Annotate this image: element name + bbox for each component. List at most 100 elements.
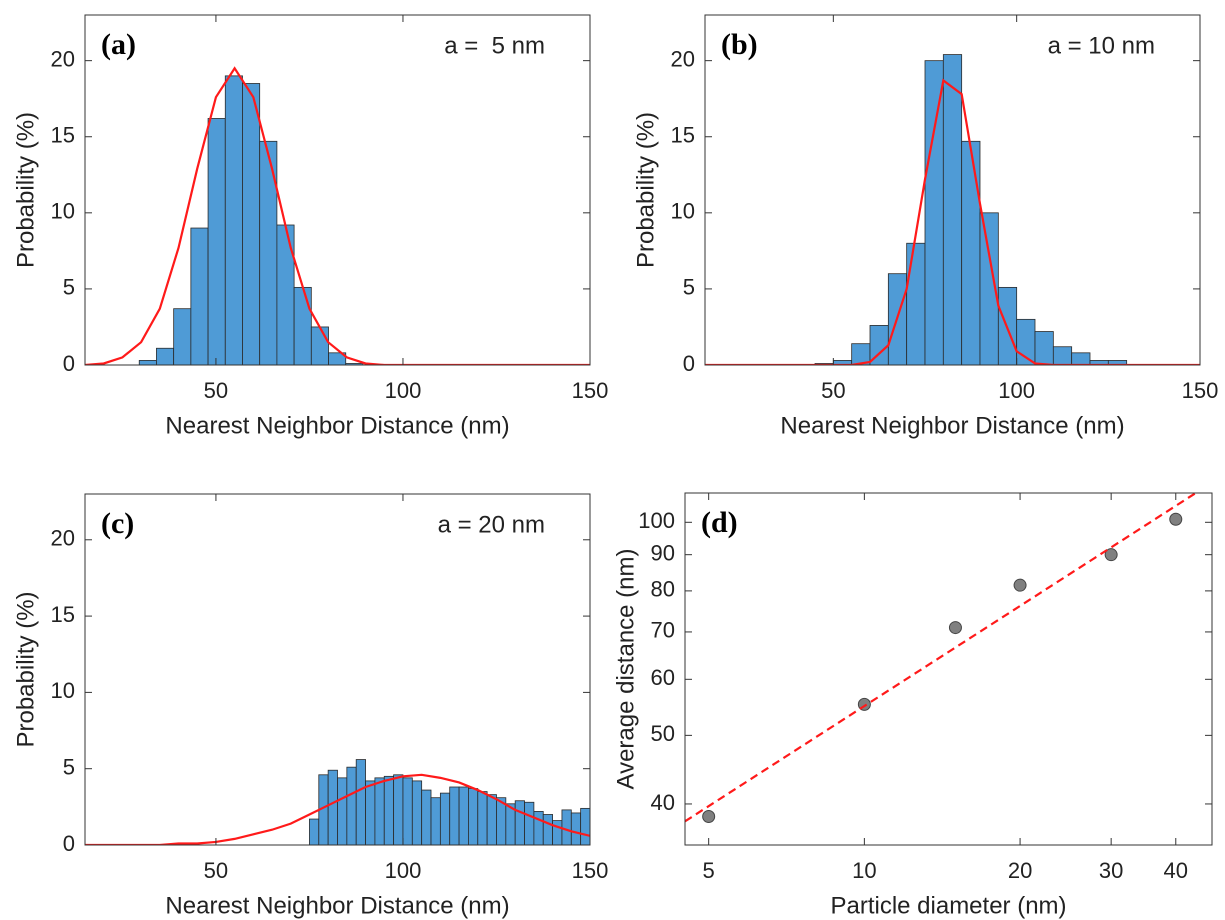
panel-label: (b) — [721, 28, 758, 61]
plot-area — [85, 494, 590, 845]
bar — [449, 786, 460, 845]
x-tick-label: 50 — [204, 858, 228, 883]
y-tick-label: 40 — [651, 790, 675, 815]
y-tick-label: 0 — [63, 831, 75, 856]
bar — [570, 812, 582, 845]
bar — [561, 809, 572, 845]
bar — [346, 766, 357, 845]
x-tick-label: 150 — [572, 378, 609, 403]
bar — [242, 83, 261, 365]
bar — [190, 227, 209, 365]
y-tick-label: 60 — [651, 665, 675, 690]
x-tick-label: 100 — [998, 378, 1035, 403]
y-tick-label: 15 — [51, 602, 75, 627]
y-tick-label: 20 — [51, 526, 75, 551]
bar — [542, 814, 553, 845]
annotation: a = 5 nm — [444, 32, 545, 59]
fit-line — [85, 66, 590, 365]
bar — [552, 820, 563, 845]
plot-area — [705, 15, 1200, 365]
x-axis-label: Nearest Neighbor Distance (nm) — [165, 892, 509, 919]
annotation: a = 20 nm — [438, 511, 545, 538]
bar — [402, 777, 413, 845]
y-tick-label: 0 — [63, 351, 75, 376]
bar — [207, 118, 226, 365]
y-axis-label: Probability (%) — [12, 112, 39, 268]
bar — [276, 224, 295, 365]
y-tick-label: 15 — [51, 123, 75, 148]
bar — [942, 54, 963, 365]
bar — [1107, 360, 1128, 365]
bar — [411, 780, 423, 845]
y-tick-label: 80 — [651, 577, 675, 602]
bar — [374, 777, 385, 845]
x-axis-label: Nearest Neighbor Distance (nm) — [165, 412, 509, 439]
bar — [1071, 352, 1091, 365]
bar — [924, 60, 944, 365]
bar — [393, 774, 404, 845]
x-tick-label: 150 — [572, 858, 609, 883]
y-tick-label: 20 — [671, 46, 695, 71]
bar — [580, 807, 590, 845]
y-tick-label: 50 — [651, 721, 675, 746]
axes-box — [704, 14, 1201, 366]
bar — [906, 242, 926, 365]
x-tick-label: 40 — [1164, 858, 1188, 883]
y-tick-label: 0 — [683, 351, 695, 376]
y-tick-label: 70 — [651, 618, 675, 643]
bar — [961, 140, 981, 365]
y-axis-label: Probability (%) — [632, 112, 659, 268]
panel-label: (d) — [701, 506, 738, 539]
panel-label: (a) — [101, 28, 136, 61]
y-tick-label: 10 — [51, 199, 75, 224]
bar — [310, 326, 329, 365]
axes-box — [84, 14, 591, 366]
bar — [477, 791, 488, 845]
point — [1013, 578, 1027, 592]
y-tick-label: 5 — [683, 275, 695, 300]
bar — [365, 780, 376, 845]
bar — [138, 360, 157, 365]
y-tick-label: 20 — [51, 46, 75, 71]
bar — [514, 800, 525, 845]
bar — [156, 347, 175, 365]
annotation: a = 10 nm — [1048, 32, 1155, 59]
bar — [345, 363, 364, 365]
bar — [337, 777, 348, 845]
bar — [309, 818, 320, 845]
point — [1104, 548, 1118, 562]
bar — [1052, 346, 1073, 365]
y-tick-label: 5 — [63, 275, 75, 300]
bar — [486, 794, 497, 845]
y-tick-label: 90 — [651, 540, 675, 565]
bar — [524, 801, 535, 845]
x-axis-label: Particle diameter (nm) — [830, 892, 1066, 919]
x-tick-label: 50 — [821, 378, 845, 403]
bar — [173, 308, 192, 365]
bar — [533, 811, 544, 845]
x-tick-label: 50 — [204, 378, 228, 403]
x-tick-label: 150 — [1182, 378, 1219, 403]
x-tick-label: 30 — [1099, 858, 1123, 883]
x-tick-label: 5 — [703, 858, 715, 883]
bar — [439, 792, 451, 845]
y-tick-label: 10 — [51, 678, 75, 703]
y-tick-label: 10 — [671, 199, 695, 224]
bar — [355, 759, 366, 845]
y-tick-label: 5 — [63, 755, 75, 780]
plot-background — [685, 493, 1212, 845]
bar — [468, 788, 479, 845]
axes-box — [84, 493, 591, 846]
bar — [293, 286, 312, 365]
bar — [458, 786, 469, 845]
fit-line — [705, 78, 1200, 365]
y-axis-label: Average distance (nm) — [612, 548, 639, 789]
plot-area — [85, 15, 590, 365]
point — [1169, 512, 1183, 526]
axes-box — [684, 492, 1213, 846]
plot-area — [685, 493, 1212, 845]
point — [948, 621, 962, 635]
y-axis-label: Probability (%) — [12, 591, 39, 747]
y-tick-label: 15 — [671, 123, 695, 148]
